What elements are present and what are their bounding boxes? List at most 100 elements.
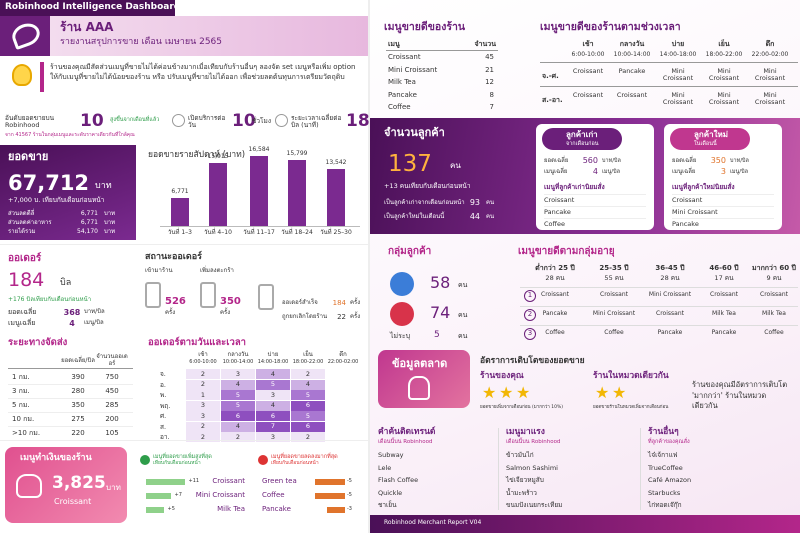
insight-text: ร้านของคุณมีสัดส่วนเมนูที่ขายไม่ได้ค่อนข… — [50, 63, 356, 82]
cell: 350 — [71, 401, 85, 409]
cell: 5 — [305, 390, 311, 399]
row-line — [672, 194, 774, 195]
cell: 105 — [105, 429, 119, 437]
row-line — [8, 398, 133, 399]
col-header: จำนวน — [474, 40, 496, 48]
status-label: ถูกยกเลิกโดยร้าน — [282, 313, 328, 320]
row-value: 54,170 — [77, 228, 98, 235]
cell: 750 — [105, 373, 119, 381]
legend-subtitle: เทียบกับเดือนก่อนหน้า — [153, 460, 201, 466]
row-line — [540, 62, 798, 63]
bar-name: Pancake — [262, 505, 291, 513]
row-label: อา. — [160, 433, 170, 441]
cell: 6 — [305, 401, 311, 409]
star: ★ — [595, 383, 610, 402]
bar-name: Green tea — [262, 477, 297, 485]
row-line — [520, 287, 798, 288]
row-value: 350 — [710, 156, 726, 165]
section-title: กลุ่มลูกค้า — [388, 246, 432, 257]
card-title: ลูกค้าใหม่ — [694, 130, 729, 139]
kpi-label: อันดับยอดขายบน Robinhood — [5, 114, 55, 130]
cell: 3 — [270, 390, 276, 399]
row-line — [520, 325, 798, 326]
row-unit: บาท — [104, 219, 116, 226]
kpi-value: 10 — [232, 111, 256, 131]
cell: 6 — [235, 411, 241, 420]
x-tick-label: วันที่ 25–30 — [320, 229, 352, 236]
heat-cell — [186, 432, 220, 442]
heat-cell — [256, 421, 290, 432]
bar-label: 6,771 — [171, 187, 189, 195]
section-title: ยอดขาย — [8, 150, 49, 163]
x-tick-label: วันที่ 18–24 — [281, 229, 313, 236]
bar-name: Croissant — [212, 477, 245, 485]
cell: 4 — [270, 401, 276, 409]
row-label: ส. — [160, 422, 167, 431]
row-line — [8, 384, 133, 385]
trend-subtitle: ที่ลูกค้าของคุณสั่ง — [648, 439, 690, 445]
cell: Croissant — [760, 291, 788, 298]
row-line — [520, 306, 798, 307]
row-value: 560 — [582, 156, 598, 165]
cell: Croissant — [572, 67, 604, 75]
growth-note: ยอดขายเพิ่มจากเดือนก่อน (มากกว่า 10%) — [480, 405, 563, 410]
heat-cell — [256, 432, 290, 442]
bar-name: Milk Tea — [217, 505, 245, 513]
orders-change: +176 บิลเทียบกับเดือนก่อนหน้า — [8, 296, 92, 303]
left-sep — [0, 244, 368, 245]
star: ★ — [499, 383, 514, 402]
kpi-change: สูงขึ้นจากเดือนที่แล้ว — [110, 117, 160, 123]
group-label: ไม่ระบุ — [390, 332, 411, 340]
phone-icon — [145, 282, 161, 308]
row-unit: บาท/บิล — [84, 308, 105, 315]
chart-title: ยอดขายรายสัปดาห์ (บาท) — [148, 150, 246, 160]
bar — [315, 493, 345, 499]
female-avatar — [390, 302, 414, 326]
col-header: เช้า — [198, 351, 208, 358]
rank: 3 — [527, 329, 533, 337]
cell: Croissant — [541, 291, 569, 298]
row-label: รายได้รวม — [8, 228, 36, 235]
cell: Pancake — [711, 329, 737, 336]
heat-cell — [291, 400, 325, 411]
trend-item: Lele — [378, 463, 392, 472]
cell: Coffee — [545, 329, 565, 336]
x-tick-label: วันที่ 1–3 — [168, 229, 192, 236]
trend-item: ชาเย็น — [378, 501, 397, 509]
col-time: 10:00-14:00 — [613, 51, 651, 58]
cell: 6 — [305, 422, 311, 430]
rank-circle — [524, 309, 536, 321]
col-header: เช้า — [582, 40, 594, 48]
row-label: ยอดเฉลี่ย — [544, 157, 569, 164]
card-pill — [670, 128, 750, 150]
heat-cell — [256, 400, 290, 411]
col-count: 17 คน — [714, 274, 734, 282]
kpi-label: เปิดบริการต่อวัน — [188, 114, 226, 130]
section-title: จำนวนลูกค้า — [384, 126, 445, 139]
header-title: Robinhood Intelligence Dashboard — [5, 2, 181, 12]
trend-item: ไจ๋เจ้กาแฟ — [648, 451, 678, 459]
row-line — [540, 86, 798, 87]
col-time: 22:00-02:00 — [327, 359, 359, 365]
col-header: 46-60 ปี — [709, 264, 739, 272]
status-unit: ครั้ง — [220, 309, 231, 316]
bar-label: +11 — [188, 478, 200, 484]
heat-cell — [221, 369, 255, 379]
group-value: 58 — [430, 273, 451, 292]
timer-icon — [275, 114, 288, 127]
cell: 45 — [485, 53, 494, 61]
row-value: 93 — [469, 198, 480, 207]
cell: 280 — [71, 387, 85, 395]
cell: Mini Croissant — [388, 65, 438, 74]
bar — [315, 479, 345, 485]
cell: 8 — [489, 90, 494, 99]
customers-value: 137 — [388, 151, 432, 177]
legend-subtitle: เทียบกับเดือนก่อนหน้า — [271, 460, 319, 466]
cell: 450 — [105, 387, 119, 395]
trend-item: Café Amazon — [648, 476, 692, 484]
cell: Mini Croissant — [662, 67, 694, 83]
trend-subtitle: เดือนนี้บน Robinhood — [506, 439, 561, 445]
customers-unit: คน — [450, 161, 461, 170]
cell: 5 กม. — [12, 401, 30, 409]
row-label: ยอดเฉลี่ย — [672, 157, 697, 164]
